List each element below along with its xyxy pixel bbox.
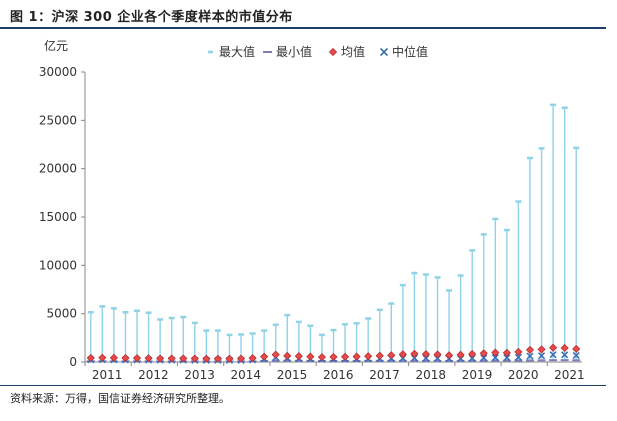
median-marker [468,354,476,362]
legend-min: 最小值 [263,44,312,59]
mean-marker [398,350,407,359]
mean-marker [329,352,338,362]
mean-marker [560,343,569,353]
median-marker [514,353,522,361]
mean-marker [445,351,454,360]
x-tick-label: 2020 [508,368,539,382]
x-tick-label: 2011 [92,368,123,382]
plot-area [86,103,581,364]
figure-title: 图 1：沪深 300 企业各个季度样本的市值分布 [10,10,293,25]
median-marker [561,351,569,359]
mean-marker [179,354,188,363]
mean-marker [121,353,130,363]
mean-marker [144,354,153,363]
legend-median-symbol [379,47,389,57]
mean-marker [167,354,176,363]
legend-max: 最大值 [208,44,255,59]
mean-marker [375,351,384,360]
x-axis: 2011 2012 2013 2014 2015 2016 2017 2018 2019 2020… [84,361,585,382]
mean-marker [525,345,535,354]
mean-marker [340,352,350,361]
mean-marker [514,347,523,356]
legend-label: 最小值 [276,44,312,59]
mean-marker [236,354,246,363]
mean-marker [156,354,165,363]
y-tick-label: 30000 [39,65,77,79]
mean-marker [479,349,488,358]
median-marker [537,352,546,360]
mean-marker [433,350,442,359]
legend-label: 中位值 [392,44,428,59]
mean-marker [202,354,211,363]
title-rule [0,27,606,29]
mean-marker [549,343,558,352]
median-marker [491,353,499,362]
y-tick-label: 20000 [39,162,77,176]
x-tick-label: 2013 [184,368,215,382]
mean-marker [109,353,118,362]
median-marker [572,351,580,359]
source-rule [0,385,606,386]
mean-marker [387,351,396,360]
legend-label: 均值 [341,44,365,59]
y-tick-label: 15000 [39,210,77,224]
mean-marker [86,353,95,363]
legend-median: 中位值 [379,44,428,59]
y-axis-unit-label: 亿元 [44,38,68,53]
mean-marker [421,350,431,359]
mean-marker [260,352,269,361]
x-tick-label: 2021 [554,368,585,382]
y-tick-label: 25000 [39,113,77,127]
mean-marker [294,352,303,361]
mean-marker [283,351,292,360]
mean-marker [271,350,280,359]
median-marker [526,352,534,360]
y-tick-label: 10000 [39,258,77,272]
mean-marker [190,354,199,363]
x-tick-label: 2015 [277,368,308,382]
source-note: 资料来源：万得，国信证券经济研究所整理。 [10,392,230,405]
mean-marker [364,352,373,361]
legend-label: 最大值 [219,44,255,59]
legend: 最大值 最小值 均值 中位值 [208,44,428,59]
mean-marker [491,348,500,357]
mean-marker [225,354,234,363]
mean-marker [410,349,419,358]
mean-marker [248,354,257,363]
legend-mean-symbol [328,47,338,57]
x-tick-label: 2017 [369,368,400,382]
y-tick-label: 0 [69,355,77,369]
mean-marker [537,345,546,354]
mean-marker [468,349,477,359]
legend-mean: 均值 [328,44,365,59]
y-tick-label: 5000 [46,307,77,321]
mean-marker [456,350,465,359]
median-marker [549,351,557,359]
mean-marker [213,354,222,363]
x-tick-label: 2016 [323,368,354,382]
mean-marker [317,353,327,362]
market-cap-chart: 亿元 最大值 最小值 均值 中位值 0 5000 10000 15000 20000 25000… [39,38,585,382]
x-tick-label: 2019 [462,368,493,382]
median-marker [480,354,488,362]
median-marker [503,354,511,362]
x-tick-label: 2012 [138,368,169,382]
mean-marker [306,352,315,361]
y-axis: 0 5000 10000 15000 20000 25000 30000 [39,65,86,369]
x-tick-label: 2018 [415,368,446,382]
mean-marker [352,352,361,361]
mean-marker [502,348,511,357]
x-tick-label: 2014 [231,368,262,382]
median-marker [410,354,418,362]
mean-marker [98,353,107,362]
mean-marker [132,354,142,363]
mean-marker [572,344,581,354]
